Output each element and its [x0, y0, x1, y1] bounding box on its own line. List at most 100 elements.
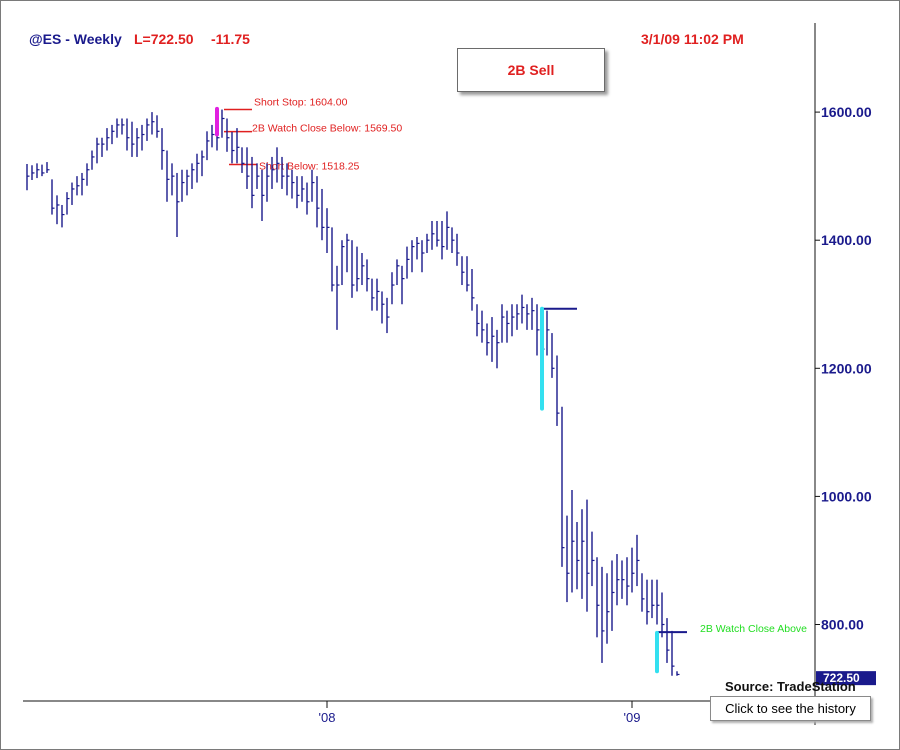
annotation-label: 2B Watch Close Above — [700, 623, 807, 635]
price-bar — [256, 163, 260, 189]
annotations: Short Stop: 1604.00 2B Watch Close Below:… — [224, 97, 807, 635]
price-bar — [291, 169, 295, 199]
price-bar — [341, 240, 345, 286]
price-bar — [511, 304, 515, 337]
price-bar — [166, 150, 170, 202]
price-bar — [651, 579, 655, 619]
annotation-label: Short Below: 1518.25 — [259, 160, 360, 172]
price-bar — [206, 131, 210, 161]
price-bar — [96, 137, 100, 164]
price-bar — [641, 573, 645, 612]
price-bar — [581, 509, 585, 599]
ohlc-bars — [26, 109, 680, 676]
price-bar — [596, 557, 600, 638]
price-bar — [31, 165, 35, 180]
price-bar — [156, 115, 160, 138]
price-bar — [241, 147, 245, 173]
price-bar — [326, 208, 330, 254]
price-bar — [236, 128, 240, 164]
price-bar — [111, 124, 115, 145]
datetime-label: 3/1/09 11:02 PM — [641, 31, 744, 47]
price-bar — [276, 147, 280, 183]
price-bar — [251, 156, 255, 209]
price-bar — [271, 156, 275, 189]
price-bar — [656, 579, 660, 625]
price-bar — [141, 124, 145, 151]
price-bar — [351, 240, 355, 298]
price-bar — [551, 333, 555, 378]
price-bar — [376, 278, 380, 311]
price-bar — [161, 128, 165, 170]
price-bar — [486, 323, 490, 356]
price-bar — [36, 163, 40, 179]
time-tick-label: '08 — [319, 710, 336, 725]
price-bar — [126, 118, 130, 151]
price-bar — [436, 220, 440, 247]
price-bar — [536, 304, 540, 356]
price-bar — [56, 195, 60, 225]
price-bar — [456, 233, 460, 266]
price-bar — [631, 547, 635, 593]
price-bar — [556, 355, 560, 426]
price-bar — [676, 671, 680, 676]
price-bar — [461, 256, 465, 286]
price-bar — [636, 534, 640, 587]
price-bar — [61, 204, 65, 228]
signal-box: 2B Sell — [457, 48, 605, 92]
time-ticks: '08 '09 — [319, 701, 640, 725]
price-bar — [381, 291, 385, 324]
price-bar — [671, 630, 675, 676]
price-bar — [196, 153, 200, 183]
price-tick-label: 1000.00 — [821, 488, 872, 504]
price-bar — [441, 220, 445, 260]
price-bar — [666, 618, 670, 663]
price-bar — [66, 192, 70, 215]
price-bar — [51, 179, 55, 215]
annotation-label: 2B Watch Close Below: 1569.50 — [252, 123, 402, 135]
level-lines — [542, 307, 687, 634]
price-tick-label: 1400.00 — [821, 232, 872, 248]
price-bar — [261, 169, 265, 221]
price-change-label: -11.75 — [211, 31, 250, 47]
annotation-label: Short Stop: 1604.00 — [254, 97, 348, 109]
price-bar — [106, 128, 110, 151]
price-bar — [151, 112, 155, 135]
price-bar — [346, 233, 350, 273]
price-bar — [311, 169, 315, 202]
price-bar — [86, 163, 90, 186]
price-bar — [366, 259, 370, 292]
price-bar — [41, 164, 45, 177]
price-bar — [406, 246, 410, 279]
price-bar — [186, 169, 190, 196]
price-bar — [221, 109, 225, 138]
price-bar — [371, 278, 375, 311]
price-bar — [356, 246, 360, 292]
history-button[interactable]: Click to see the history — [710, 696, 871, 721]
price-bar — [211, 124, 215, 148]
price-bar — [476, 304, 480, 337]
price-bar — [496, 329, 500, 369]
last-price-axis-label: 722.50 — [823, 671, 860, 685]
price-bar — [446, 211, 450, 250]
price-bar — [601, 566, 605, 663]
last-price-marker: 722.50 — [816, 671, 876, 686]
price-bar — [296, 176, 300, 209]
price-bar — [421, 240, 425, 273]
price-bar — [191, 163, 195, 189]
price-bar — [131, 121, 135, 157]
price-bar — [566, 515, 570, 603]
price-bar — [336, 265, 340, 330]
price-bar — [626, 557, 630, 606]
price-bar — [386, 297, 390, 334]
price-bar — [26, 163, 30, 191]
last-price-label: L=722.50 — [134, 31, 194, 47]
price-bar — [401, 265, 405, 305]
price-bar — [76, 176, 80, 196]
axes — [23, 23, 816, 725]
price-bar — [411, 240, 415, 273]
price-bar — [301, 176, 305, 202]
price-bar — [606, 573, 610, 644]
price-ticks: 800.00 1000.00 1200.00 1400.00 1600.00 — [815, 104, 872, 633]
price-bar — [616, 554, 620, 606]
